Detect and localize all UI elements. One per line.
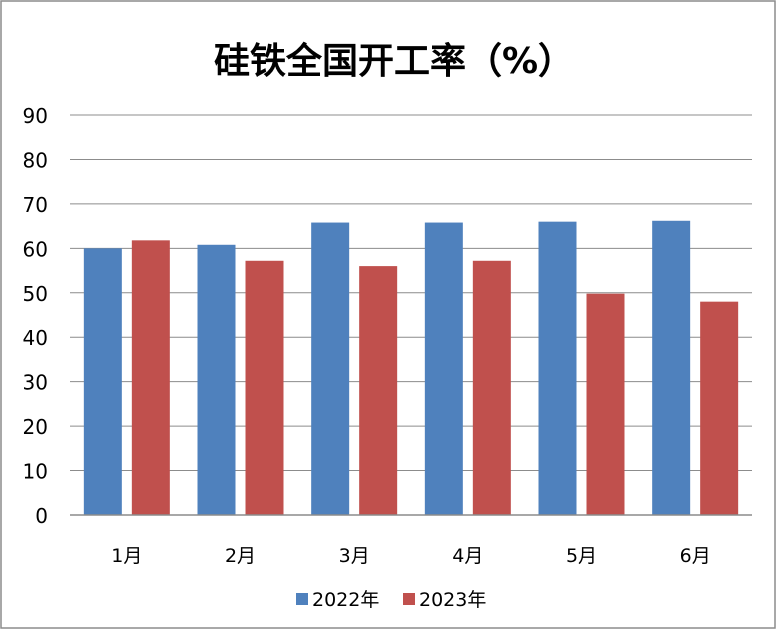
bar-2022年-2月 (197, 244, 236, 515)
y-tick-label: 20 (23, 415, 48, 439)
legend: 2022年 2023年 (296, 589, 486, 611)
x-tick-label: 3月 (339, 545, 370, 567)
bar-2023年-2月 (245, 260, 284, 515)
gridlines (70, 114, 752, 472)
x-tick-label: 4月 (452, 545, 483, 567)
legend-label: 2023年 (419, 589, 486, 611)
y-tick-label: 40 (23, 326, 48, 350)
x-tick-label: 1月 (111, 545, 142, 567)
y-axis-tick-labels: 0 10 20 30 40 50 60 70 80 90 (23, 104, 48, 528)
x-tick-label: 5月 (566, 545, 597, 567)
bar-2022年-1月 (83, 248, 122, 516)
y-tick-label: 90 (23, 104, 48, 128)
bar-2022年-6月 (652, 220, 691, 515)
bar-2022年-5月 (538, 221, 577, 515)
bar-2022年-3月 (311, 222, 350, 516)
bar-2023年-5月 (586, 293, 625, 515)
legend-label: 2022年 (312, 589, 379, 611)
x-tick-label: 2月 (225, 545, 256, 567)
y-tick-label: 0 (35, 504, 48, 528)
y-tick-label: 30 (23, 371, 48, 395)
bar-2023年-6月 (700, 301, 739, 515)
y-tick-label: 60 (23, 237, 48, 261)
y-tick-label: 80 (23, 148, 48, 172)
x-axis-tick-labels: 1月 2月 3月 4月 5月 6月 (111, 545, 710, 567)
x-tick-label: 6月 (680, 545, 711, 567)
bar-2023年-4月 (472, 260, 511, 515)
bars (83, 220, 739, 516)
bar-2022年-4月 (424, 222, 463, 516)
legend-swatch-2022年 (296, 593, 308, 605)
legend-swatch-2023年 (403, 593, 415, 605)
y-tick-label: 10 (23, 460, 48, 484)
y-tick-label: 50 (23, 282, 48, 306)
bar-2023年-3月 (359, 266, 398, 515)
chart-title: 硅铁全国开工率（%） (214, 40, 574, 82)
bar-2023年-1月 (131, 240, 170, 516)
y-tick-label: 70 (23, 193, 48, 217)
